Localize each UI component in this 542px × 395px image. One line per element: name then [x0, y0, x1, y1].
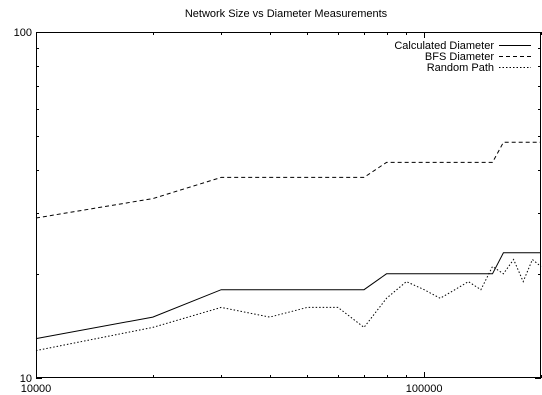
- x-tick-label: 10000: [21, 383, 52, 395]
- series-line-3: [35, 258, 542, 352]
- axis-ticks: 10 100 10000 100000: [14, 27, 542, 395]
- series-line-2: [35, 141, 541, 219]
- y-tick-label: 100: [14, 27, 32, 39]
- legend-label: BFS Diameter: [425, 51, 494, 63]
- series-lines: [35, 141, 542, 352]
- series-line-1: [35, 252, 541, 340]
- plot-area-frame: [36, 32, 541, 378]
- legend-label: Random Path: [427, 62, 494, 74]
- legend-label: Calculated Diameter: [394, 40, 494, 52]
- chart-title: Network Size vs Diameter Measurements: [185, 8, 388, 20]
- y-tick-label: 10: [20, 373, 32, 385]
- x-tick-label: 100000: [406, 383, 443, 395]
